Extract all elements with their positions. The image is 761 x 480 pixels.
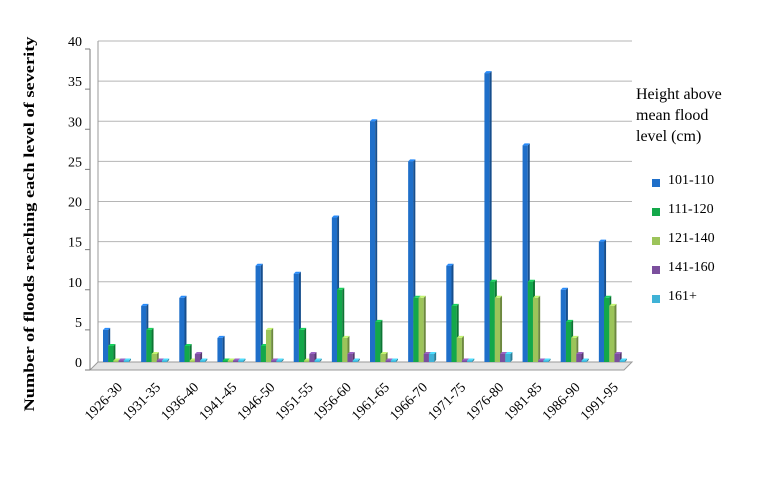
bar [467, 358, 475, 362]
x-tick-label: 1981-85 [502, 380, 546, 424]
bar [505, 351, 513, 362]
bar [390, 358, 398, 362]
legend-label: 121-140 [668, 231, 715, 246]
legend-swatch [652, 237, 660, 245]
legend-title: Height above mean flood level (cm) [636, 84, 756, 147]
x-tick-label: 1956-60 [311, 380, 355, 424]
bar [200, 358, 208, 362]
x-tick-label: 1951-55 [273, 380, 317, 424]
bar [428, 351, 437, 362]
x-tick-label: 1966-70 [387, 380, 431, 424]
gridlines [98, 40, 632, 323]
y-axis-label: Number of floods reaching each level of … [22, 36, 38, 412]
legend-title-line: Height above [636, 86, 722, 103]
axes [85, 41, 634, 371]
bar [238, 358, 246, 362]
x-tick-label: 1936-40 [159, 380, 203, 424]
legend-label: 161+ [668, 289, 697, 304]
legend-item: 161+ [636, 287, 756, 316]
legend-label: 141-160 [668, 260, 715, 275]
bar [265, 327, 274, 362]
y-tick-label: 5 [75, 316, 82, 331]
y-tick-label: 15 [68, 236, 82, 251]
bar [217, 335, 225, 362]
x-tick-labels: 1926-301931-351936-401941-451946-501951-… [82, 380, 621, 424]
bars [103, 71, 627, 362]
bar [314, 358, 322, 362]
legend-label: 101-110 [668, 173, 715, 188]
bar [494, 295, 503, 362]
chart-floor [88, 361, 634, 371]
x-tick-label: 1926-30 [82, 380, 126, 424]
legend: Height above mean flood level (cm) 101-1… [636, 84, 756, 316]
legend-swatch [652, 295, 660, 303]
bar [255, 263, 263, 362]
y-tick-label: 35 [68, 75, 82, 90]
bar [619, 358, 627, 362]
x-tick-label: 1931-35 [120, 380, 164, 424]
bar [123, 358, 131, 362]
legend-swatch [652, 208, 660, 216]
x-tick-label: 1941-45 [197, 380, 241, 424]
x-tick-label: 1986-90 [540, 380, 584, 424]
x-tick-label: 1971-75 [426, 380, 470, 424]
bar [456, 335, 464, 362]
bar [108, 343, 116, 362]
bar [581, 358, 589, 362]
y-tick-label: 0 [75, 356, 82, 371]
bar [532, 295, 541, 362]
y-tick-label: 30 [68, 115, 82, 130]
legend-item: 101-110 [636, 171, 756, 200]
legend-item: 121-140 [636, 229, 756, 258]
x-tick-label: 1946-50 [235, 380, 279, 424]
bar [276, 358, 284, 362]
bar [370, 119, 378, 362]
y-tick-label: 20 [68, 196, 82, 211]
bar [161, 358, 170, 362]
bar [375, 319, 383, 362]
bar [543, 358, 551, 362]
bar [418, 295, 426, 362]
bar [352, 358, 360, 362]
x-tick-label: 1976-80 [464, 380, 508, 424]
legend-swatch [652, 179, 660, 187]
legend-title-line: level (cm) [636, 128, 702, 145]
legend-item: 111-120 [636, 200, 756, 229]
y-tick-label: 40 [68, 35, 82, 50]
y-tick-label: 10 [68, 276, 82, 291]
legend-title-line: mean flood [636, 107, 709, 124]
legend-swatch [652, 266, 660, 274]
y-tick-labels: 0 5 10 15 20 25 30 35 40 [68, 35, 82, 371]
bar [298, 327, 307, 362]
bar [609, 303, 617, 362]
bar [184, 343, 192, 362]
legend-label: 111-120 [668, 202, 714, 217]
legend-item: 141-160 [636, 258, 756, 287]
x-tick-label: 1991-95 [578, 380, 622, 424]
y-tick-label: 25 [68, 155, 82, 170]
x-tick-label: 1961-65 [349, 380, 393, 424]
